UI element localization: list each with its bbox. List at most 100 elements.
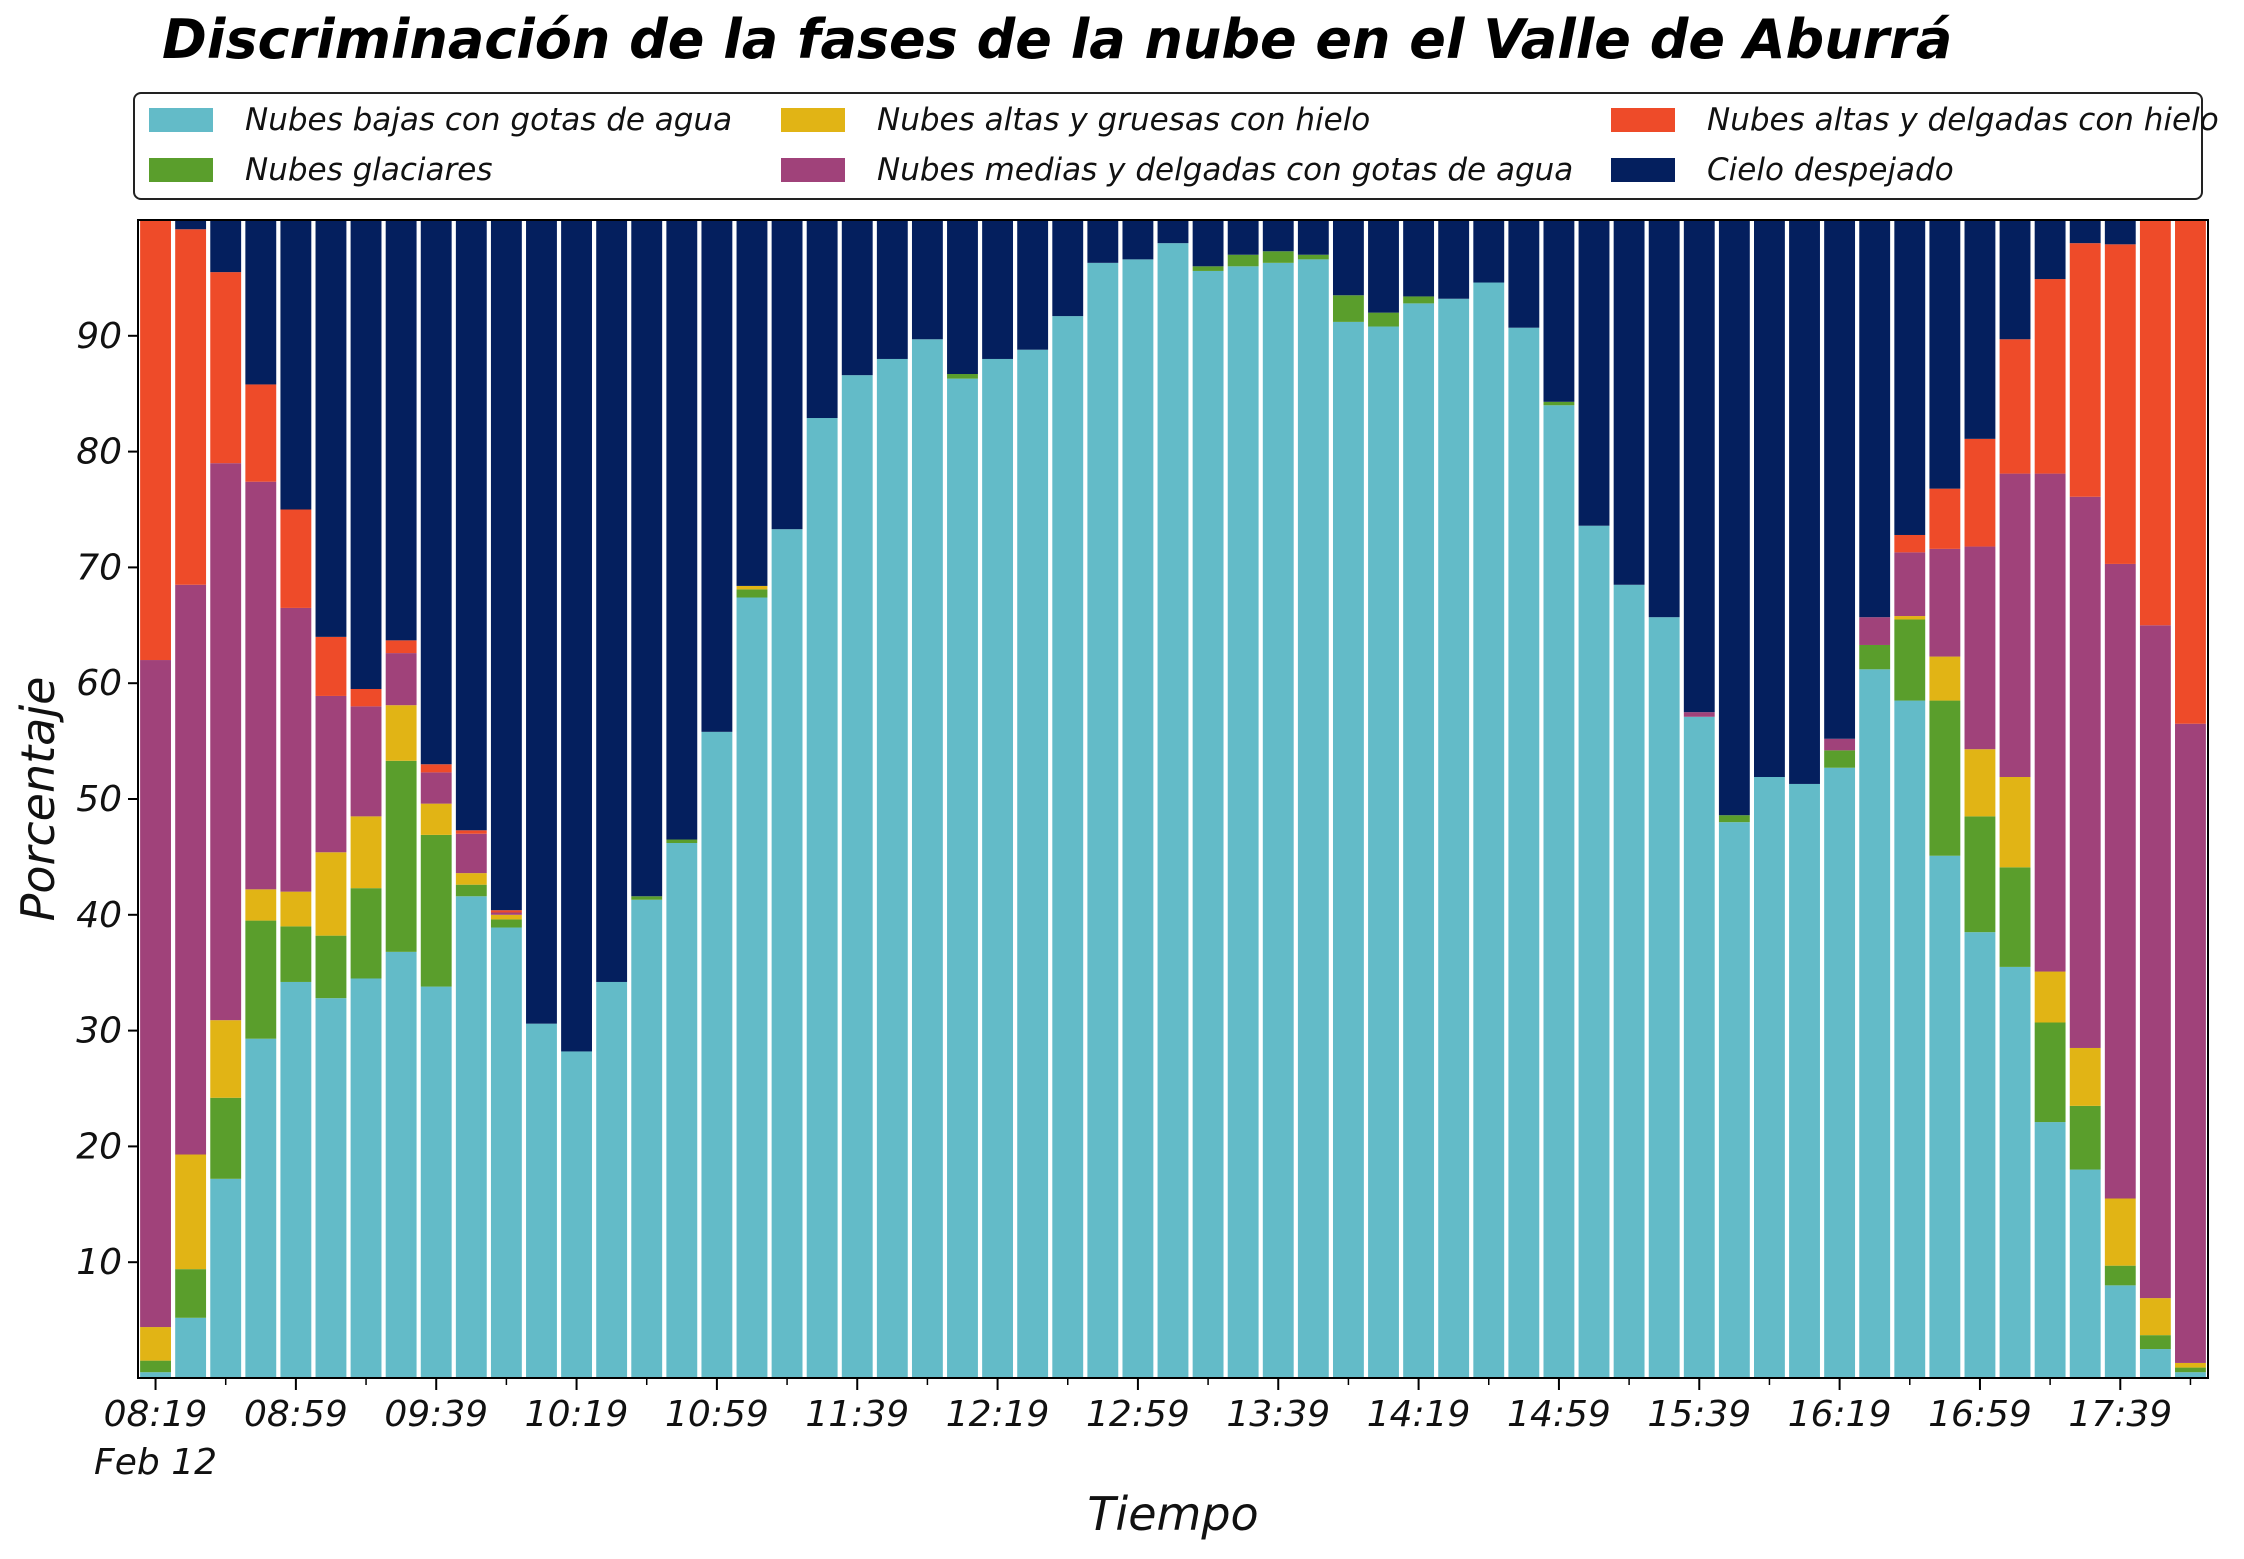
y-tick-label: 90	[76, 316, 122, 357]
bar-segment	[420, 986, 452, 1378]
bar-segment	[490, 912, 522, 915]
x-tick-label: 10:59	[665, 1394, 769, 1435]
bar-segment	[947, 220, 978, 375]
bar-segment	[1368, 220, 1399, 313]
bar-segment	[1613, 584, 1645, 1378]
bar-segment	[210, 272, 242, 464]
bar-segment	[1227, 266, 1259, 1378]
y-axis: 10 20 30 40 50 60 70 80 90	[76, 316, 138, 1283]
bar-segment	[771, 529, 803, 1378]
bar-segment	[210, 1020, 242, 1098]
bar-segment	[561, 1051, 592, 1378]
bar-segment	[245, 889, 277, 921]
bar-segment	[771, 220, 803, 530]
bar-segment	[2069, 1047, 2101, 1106]
bar-segment	[666, 220, 698, 840]
bar-segment	[2034, 279, 2066, 474]
y-tick-label: 70	[76, 547, 122, 588]
y-tick-label: 60	[76, 663, 122, 704]
bar-segment	[1859, 617, 1891, 645]
bar-segment	[1543, 401, 1575, 406]
x-axis: 08:19 08:59 09:39 10:19 10:59 11:39 12:19 12:59…	[94, 1378, 2192, 1483]
legend: Nubes bajas con gotas de agua Nubes altas…	[133, 92, 2219, 200]
bar-segment	[806, 220, 838, 419]
bar-segment	[1894, 700, 1926, 1378]
bar-segment	[350, 888, 382, 979]
legend-swatch	[781, 158, 845, 182]
bar-segment	[455, 873, 487, 885]
bar-segment	[2139, 1349, 2171, 1378]
bar-segment	[1052, 316, 1084, 1378]
bar-segment	[1824, 750, 1856, 768]
bar-segment	[1929, 220, 1961, 489]
y-tick-label: 30	[76, 1011, 122, 1052]
bar-segment	[1999, 777, 2031, 868]
y-tick-label: 10	[76, 1242, 122, 1283]
bar-segment	[1473, 282, 1505, 1378]
bar-segment	[315, 852, 347, 936]
x-tick-label: 16:59	[1928, 1394, 2032, 1435]
bar-segment	[701, 731, 733, 1378]
bar-segment	[1929, 488, 1961, 549]
bar-segment	[350, 688, 382, 707]
bar-segment	[2175, 220, 2206, 724]
bar-segment	[1192, 220, 1224, 267]
bar-segment	[140, 220, 171, 661]
bar-segment	[1297, 259, 1329, 1378]
x-tick-label: 17:39	[2068, 1394, 2172, 1435]
bar-segment	[1683, 716, 1715, 1378]
bar-segment	[490, 220, 522, 911]
bar-segment	[1368, 312, 1399, 327]
bar-segment	[420, 772, 452, 804]
bar-segment	[2069, 1105, 2101, 1170]
legend-label: Nubes altas y delgadas con hielo	[1707, 102, 2219, 138]
bar-segment	[490, 914, 522, 920]
bar-segment	[350, 978, 382, 1378]
bar-segment	[666, 839, 698, 843]
bar-segment	[245, 481, 277, 890]
bar-segment	[596, 220, 628, 982]
bar-segment	[1859, 220, 1891, 618]
legend-item: Nubes altas y gruesas con hielo	[781, 100, 1370, 140]
bar-segment	[1964, 546, 1996, 750]
bar-segment	[245, 220, 277, 385]
bar-segment	[561, 220, 592, 1052]
legend-label: Cielo despejado	[1707, 152, 1954, 188]
bar-segment	[1017, 220, 1049, 350]
bar-segment	[1824, 220, 1856, 739]
bar-segment	[1017, 349, 1049, 1379]
bar-segment	[1999, 339, 2031, 474]
bar-segment	[1578, 220, 1610, 526]
bar-segment	[596, 981, 628, 1378]
bar-segment	[2104, 1198, 2136, 1266]
bar-segment	[1894, 616, 1926, 620]
bar-segment	[876, 220, 908, 359]
bar-segment	[315, 998, 347, 1378]
bar-segment	[140, 1327, 171, 1361]
bars	[140, 220, 2206, 1379]
bar-segment	[806, 418, 838, 1378]
bar-segment	[736, 220, 768, 586]
bar-segment	[1999, 966, 2031, 1378]
bar-segment	[245, 384, 277, 482]
legend-label: Nubes bajas con gotas de agua	[245, 102, 733, 138]
y-tick-label: 50	[76, 779, 122, 820]
legend-item: Nubes altas y delgadas con hielo	[1611, 100, 2219, 140]
bar-segment	[1438, 220, 1470, 299]
bar-segment	[666, 843, 698, 1378]
bar-segment	[1403, 220, 1435, 297]
bar-segment	[140, 1360, 171, 1373]
bar-segment	[1578, 525, 1610, 1378]
bar-segment	[1262, 220, 1294, 252]
x-tick-label: 16:19	[1788, 1394, 1892, 1435]
bar-segment	[280, 981, 312, 1378]
bar-segment	[315, 636, 347, 696]
x-axis-label: Tiempo	[1087, 1487, 1258, 1541]
bar-segment	[385, 760, 417, 952]
bar-segment	[175, 220, 207, 230]
bar-segment	[1648, 220, 1680, 618]
bar-segment	[1683, 220, 1715, 713]
bar-segment	[2104, 1285, 2136, 1378]
bar-segment	[2104, 244, 2136, 564]
